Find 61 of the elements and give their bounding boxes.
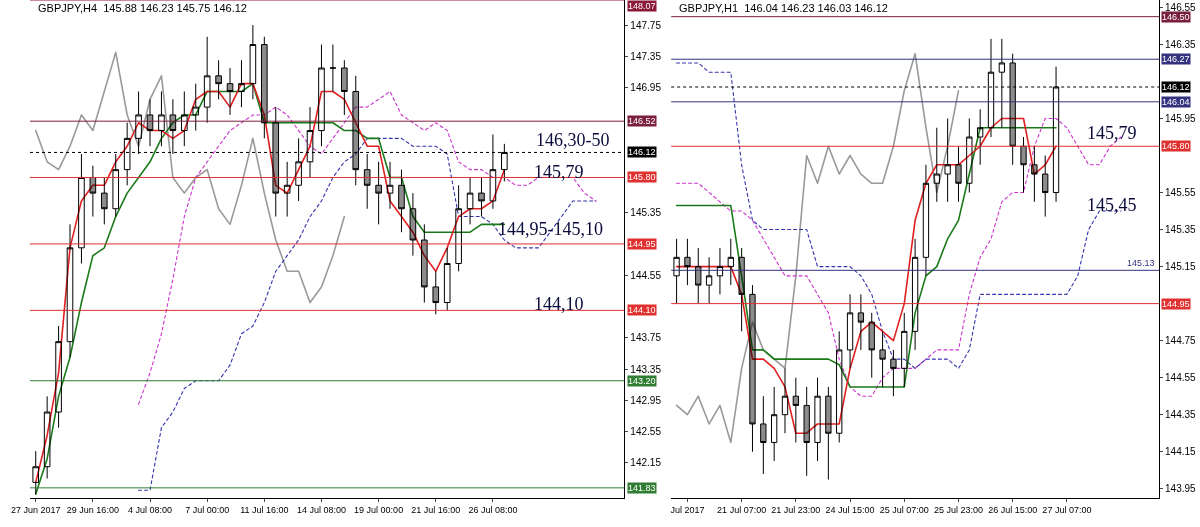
y-tick-label: 142.15 [630, 457, 662, 469]
ref-line-label: 145.80 [1162, 141, 1190, 151]
chart-title: GBPJPY,H1 146.04 146.23 146.03 146.12 [679, 2, 888, 14]
y-tick-label: 147.35 [630, 50, 662, 62]
annotation: 144,10 [534, 294, 584, 314]
ref-line-label: 146.12 [628, 147, 656, 157]
y-tick-label: 144.15 [1165, 446, 1197, 458]
ref-line-label: 144.95 [1162, 299, 1190, 309]
y-tick-label: 146.35 [1165, 38, 1197, 50]
x-tick-label: 21 Jul 23:00 [771, 504, 821, 515]
annotation: 145,79 [534, 162, 584, 182]
x-tick-label: 21 Jul 16:00 [411, 504, 461, 515]
ref-line-label: 143.20 [628, 376, 656, 386]
ref-line-label: 148.07 [628, 1, 656, 11]
y-tick-label: 146.95 [630, 82, 662, 94]
x-tick-label: 24 Jul 15:00 [825, 504, 875, 515]
y-tick-label: 144.35 [1165, 409, 1197, 421]
y-tick-label: 144.75 [1165, 335, 1197, 347]
x-tick-label: 7 Jul 00:00 [185, 504, 230, 515]
x-tick-label: 26 Jul 08:00 [468, 504, 518, 515]
x-tick-label: 25 Jul 07:00 [879, 504, 929, 515]
x-tick-label: 27 Jul 07:00 [1042, 504, 1092, 515]
x-tick-label: 26 Jul 15:00 [988, 504, 1038, 515]
chart-title: GBPJPY,H4 145.88 146.23 145.75 146.12 [38, 2, 247, 14]
x-tick-label: 19 Jul 00:00 [354, 504, 404, 515]
y-tick-label: 143.95 [1165, 483, 1197, 495]
annotation: 144,95-145,10 [498, 219, 603, 239]
x-tick-label: 25 Jul 23:00 [933, 504, 983, 515]
y-tick-label: 145.35 [1165, 224, 1197, 236]
x-tick-label: 4 Jul 08:00 [128, 504, 173, 515]
x-tick-label: 27 Jun 2017 [10, 504, 61, 515]
ref-line-label: 146.27 [1162, 54, 1190, 64]
y-tick-label: 145.15 [1165, 261, 1197, 273]
annotation: 145,45 [1087, 195, 1137, 215]
y-tick-label: 142.95 [630, 394, 662, 406]
annotation: 146,30-50 [536, 130, 610, 150]
ref-line-label: 144.10 [628, 305, 656, 315]
ref-line-label: 146.12 [1162, 82, 1190, 92]
y-tick-label: 143.35 [630, 363, 662, 375]
y-tick-label: 146.55 [1165, 1, 1197, 13]
ref-line-label: 146.50 [1162, 12, 1190, 22]
x-tick-label: Jul 2017 [670, 504, 705, 515]
y-tick-label: 142.55 [630, 426, 662, 438]
ref-line-label: 145.80 [628, 172, 656, 182]
y-tick-label: 144.55 [630, 269, 662, 281]
y-tick-label: 143.75 [630, 332, 662, 344]
x-tick-label: 29 Jun 16:00 [66, 504, 119, 515]
x-tick-label: 21 Jul 07:00 [717, 504, 767, 515]
ref-line-label: 141.83 [628, 483, 656, 493]
y-tick-label: 147.75 [630, 19, 662, 31]
x-tick-label: 11 Jul 16:00 [240, 504, 289, 515]
x-tick-label: 14 Jul 08:00 [296, 504, 346, 515]
y-tick-label: 144.55 [1165, 372, 1197, 384]
annotation: 145,79 [1087, 123, 1137, 143]
ref-line-label: 145.13 [1127, 258, 1155, 268]
y-tick-label: 145.35 [630, 207, 662, 219]
ref-line-label: 144.95 [628, 239, 656, 249]
ref-line-label: 146.04 [1162, 97, 1190, 107]
y-tick-label: 145.55 [1165, 187, 1197, 199]
ref-line-label: 146.52 [628, 116, 656, 126]
y-tick-label: 145.95 [1165, 112, 1197, 124]
